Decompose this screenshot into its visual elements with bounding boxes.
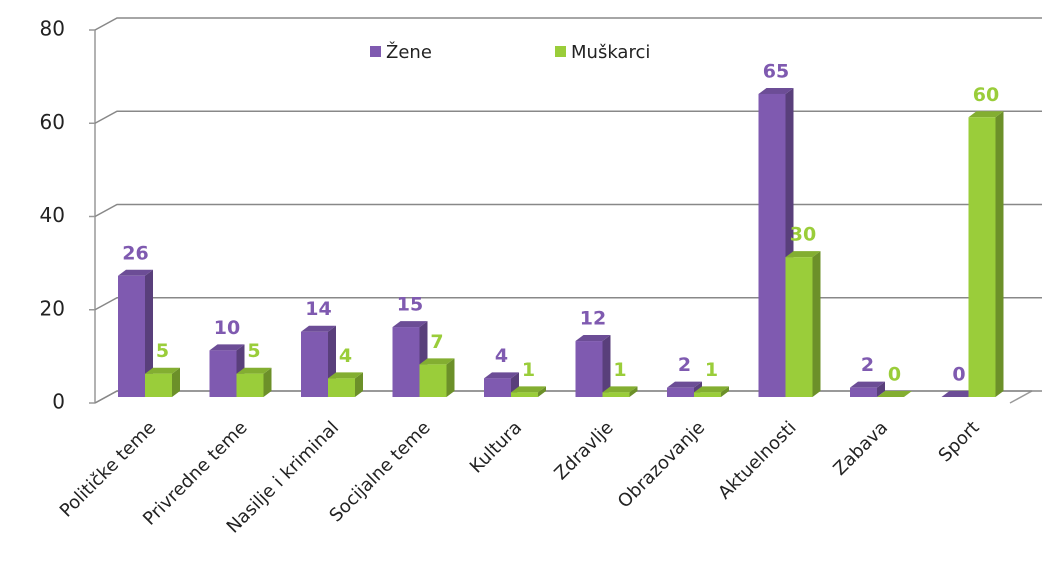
legend-swatch	[370, 46, 381, 57]
bar-side	[355, 372, 363, 397]
bar	[602, 392, 630, 397]
x-tick-label: Zdravlje	[550, 417, 617, 484]
x-tick-label: Aktuelnosti	[714, 417, 800, 503]
bar-side	[812, 251, 821, 397]
y-tick-label: 40	[40, 203, 65, 227]
legend-label: Muškarci	[571, 42, 650, 63]
bar	[328, 378, 355, 397]
y-tick-label: 80	[40, 17, 65, 41]
bar-top	[392, 321, 428, 328]
grid-line	[94, 110, 1042, 124]
bar	[968, 117, 996, 397]
bar	[850, 387, 877, 397]
bar-top	[602, 386, 638, 393]
grid-line	[94, 17, 1042, 31]
value-label: 4	[339, 345, 352, 367]
bar-top	[118, 269, 153, 276]
bar-side	[446, 358, 455, 397]
bar-top	[785, 251, 821, 258]
x-tick-label: Socijalne teme	[325, 417, 434, 526]
bar-top	[694, 386, 729, 393]
value-label: 2	[861, 354, 874, 376]
y-tick-label: 60	[40, 110, 65, 134]
value-label: 1	[522, 359, 535, 381]
bar-top	[484, 372, 519, 379]
value-label: 0	[952, 364, 965, 386]
bar-side	[145, 269, 153, 397]
value-label: 7	[430, 331, 443, 353]
bar-top	[850, 381, 885, 388]
value-label: 30	[790, 224, 816, 246]
value-label: 10	[214, 317, 240, 339]
grid-line	[94, 390, 1042, 404]
x-tick-label: Sport	[935, 417, 984, 466]
bar-side	[538, 386, 546, 397]
x-tick-label: Zabava	[829, 417, 892, 480]
bar	[209, 350, 237, 397]
bar-side	[263, 367, 272, 397]
bar	[301, 331, 328, 397]
x-tick-label: Kultura	[466, 417, 526, 477]
value-label: 2	[678, 354, 691, 376]
value-label: 15	[397, 294, 423, 316]
bar-top	[209, 344, 245, 351]
bar	[511, 392, 538, 397]
value-label: 14	[305, 298, 331, 320]
y-tick-label: 0	[52, 390, 65, 414]
bar-top	[419, 358, 455, 365]
bar	[694, 392, 721, 397]
bar-top	[236, 367, 272, 374]
bar	[392, 327, 420, 397]
value-label: 4	[495, 345, 508, 367]
bar	[118, 275, 145, 397]
bar-top	[877, 391, 912, 397]
bar-top	[758, 87, 794, 94]
bar-side	[721, 386, 729, 397]
bar-top	[968, 111, 1004, 118]
bar-side	[172, 367, 180, 397]
value-label: 65	[763, 60, 789, 82]
bar-top	[941, 391, 977, 397]
bar	[484, 378, 511, 397]
y-tick-label: 20	[40, 296, 65, 320]
value-label: 60	[973, 84, 999, 106]
grid-line	[94, 203, 1042, 218]
value-label: 0	[888, 364, 901, 386]
bar	[145, 373, 172, 397]
bar-side	[995, 111, 1004, 397]
bar-top	[511, 386, 546, 393]
bar-top	[301, 325, 336, 332]
value-label: 5	[156, 340, 169, 362]
legend-label: Žene	[386, 41, 432, 63]
value-label: 1	[705, 359, 718, 381]
legend-swatch	[555, 46, 566, 57]
bar	[236, 373, 264, 397]
bar-side	[602, 335, 611, 397]
bar	[575, 341, 603, 397]
bar-top	[667, 381, 702, 388]
value-label: 12	[580, 308, 606, 330]
bar	[785, 257, 813, 397]
bar-side	[877, 381, 885, 397]
bar-top	[145, 367, 180, 374]
value-label: 5	[247, 340, 260, 362]
x-tick-label: Obrazovanje	[614, 417, 709, 512]
x-tick-label: Političke teme	[56, 417, 160, 521]
bar	[667, 387, 694, 397]
value-label: 26	[122, 242, 148, 264]
bar-top	[328, 372, 363, 379]
grid-line	[94, 297, 1042, 311]
bar-side	[629, 386, 638, 397]
bar	[419, 364, 447, 397]
bar	[758, 93, 786, 397]
value-label: 1	[613, 359, 626, 381]
bar-top	[575, 335, 611, 342]
